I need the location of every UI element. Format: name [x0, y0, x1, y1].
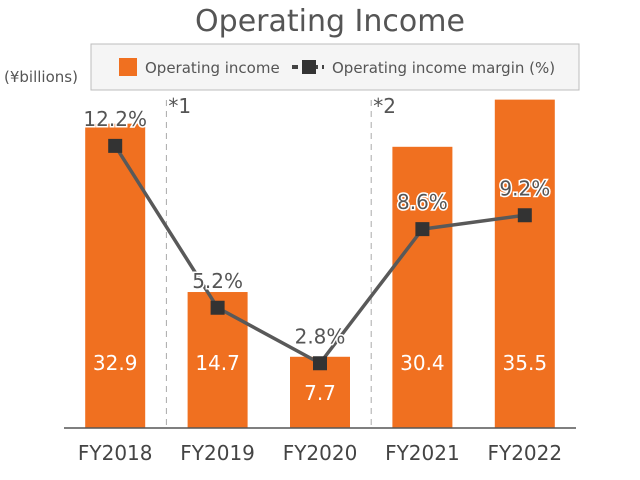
- legend-marker-margin: [302, 60, 316, 74]
- bars: [85, 99, 555, 429]
- bar-fy2018: [85, 123, 146, 429]
- margin-label-fy2019: 5.2%: [192, 269, 243, 293]
- margin-marker-fy2018: [108, 138, 123, 153]
- x-axis-ticks: FY2018 FY2019 FY2020 FY2021 FY2022: [78, 441, 562, 465]
- x-tick-fy2021: FY2021: [385, 441, 460, 465]
- x-tick-fy2018: FY2018: [78, 441, 153, 465]
- bar-label-fy2021: 30.4: [400, 351, 445, 375]
- chart-title: Operating Income: [195, 4, 465, 39]
- margin-labels: 12.2% 5.2% 2.8% 8.6% 9.2%: [82, 105, 552, 349]
- margin-marker-fy2019: [210, 300, 225, 315]
- bar-label-fy2020: 7.7: [304, 381, 336, 405]
- legend-swatch-operating-income: [119, 58, 137, 76]
- bar-label-fy2018: 32.9: [93, 351, 138, 375]
- legend-label-operating-income: Operating income: [145, 59, 280, 77]
- legend-box: [90, 43, 580, 91]
- note-2: *2: [373, 94, 396, 118]
- legend-label-margin: Operating income margin (%): [332, 59, 555, 77]
- bar-fy2022: [494, 99, 555, 428]
- margin-marker-fy2021: [415, 222, 430, 237]
- bar-fy2021: [392, 146, 453, 429]
- x-tick-fy2022: FY2022: [487, 441, 562, 465]
- margin-marker-fy2020: [313, 356, 327, 371]
- bar-label-fy2022: 35.5: [503, 351, 548, 375]
- margin-label-fy2020: 2.8%: [295, 324, 346, 348]
- note-1: *1: [168, 94, 191, 118]
- annotations: *1 *2: [168, 94, 396, 118]
- margin-label-fy2021: 8.6%: [397, 190, 448, 214]
- x-tick-fy2019: FY2019: [180, 441, 255, 465]
- margin-label-fy2022: 9.2%: [499, 176, 550, 200]
- x-tick-fy2020: FY2020: [283, 441, 358, 465]
- margin-label-fy2018: 12.2%: [83, 107, 147, 131]
- margin-markers: [108, 138, 532, 371]
- legend: Operating income Operating income margin…: [90, 43, 580, 91]
- margin-marker-fy2022: [517, 208, 532, 223]
- unit-label: (¥billions): [4, 68, 78, 86]
- bar-labels: 32.9 14.7 7.7 30.4 35.5: [93, 351, 547, 405]
- bar-label-fy2019: 14.7: [195, 351, 240, 375]
